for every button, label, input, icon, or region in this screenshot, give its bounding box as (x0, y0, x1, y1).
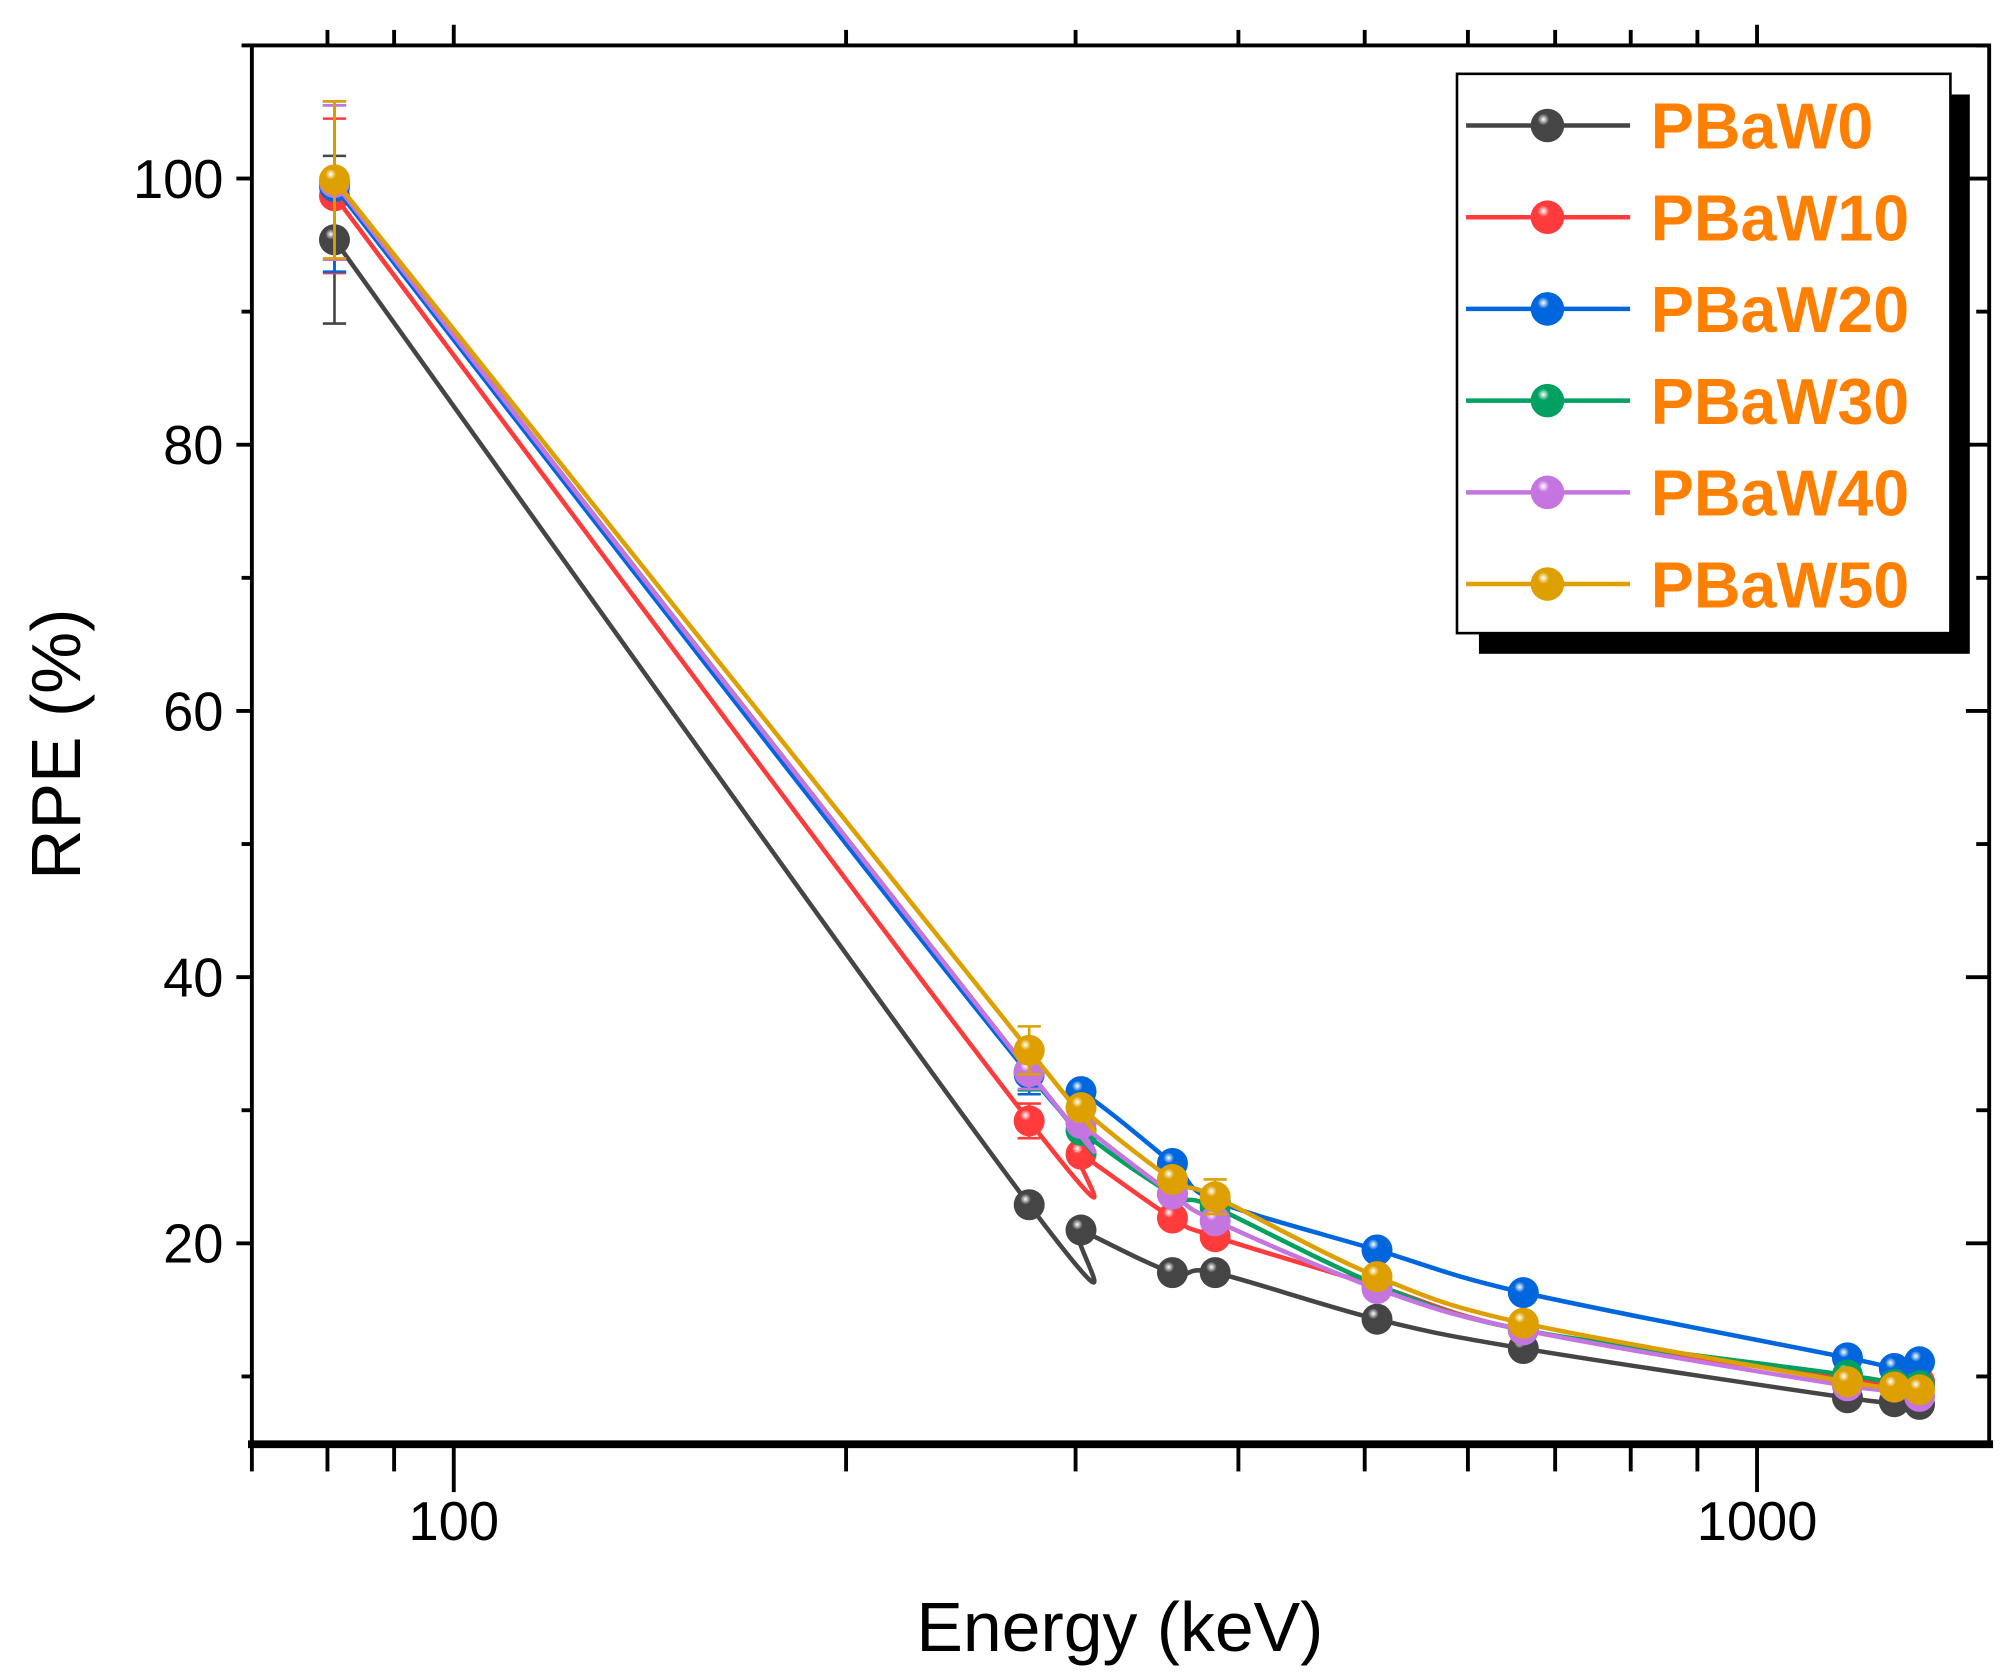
y-tick-label: 60 (163, 682, 223, 742)
y-tick-label: 100 (133, 150, 224, 210)
legend-label-PBaW50: PBaW50 (1651, 549, 1909, 621)
data-point-PBaW50 (1878, 1371, 1910, 1403)
y-tick-label: 40 (163, 949, 223, 1009)
data-point-PBaW50 (1199, 1181, 1231, 1213)
axes: 100 1000 20 40 60 80 100 (133, 24, 1994, 1552)
data-point-PBaW20 (1361, 1234, 1393, 1266)
data-point-PBaW0 (1156, 1257, 1188, 1289)
data-point-PBaW50 (1904, 1374, 1936, 1406)
x-tick-label: 1000 (1697, 1492, 1818, 1552)
y-axis-title: RPE (%) (17, 609, 95, 880)
data-point-PBaW10 (1013, 1105, 1045, 1137)
data-point-PBaW50 (1361, 1261, 1393, 1293)
legend-marker-PBaW30 (1530, 383, 1565, 418)
data-point-PBaW0 (1199, 1257, 1231, 1289)
data-point-PBaW50 (1065, 1092, 1097, 1124)
x-tick-label: 100 (408, 1492, 499, 1552)
series-line-PBaW0 (332, 238, 1920, 1407)
data-point-PBaW0 (1361, 1303, 1393, 1335)
x-axis-title: Energy (keV) (916, 1588, 1323, 1666)
y-tick-label: 80 (163, 416, 223, 476)
data-point-PBaW20 (1904, 1346, 1936, 1378)
legend-marker-PBaW10 (1530, 200, 1565, 234)
legend-label-PBaW30: PBaW30 (1651, 366, 1909, 438)
legend-marker-PBaW40 (1530, 475, 1565, 510)
series-line-PBaW50 (332, 178, 1920, 1393)
legend: PBaW0 PBaW10 PBaW20 PBaW30 PBaW40 PBaW50 (1455, 72, 1970, 654)
data-point-PBaW50 (318, 164, 350, 196)
legend-box (1455, 72, 1952, 635)
legend-label-PBaW0: PBaW0 (1651, 91, 1874, 163)
data-point-PBaW0 (1065, 1214, 1097, 1246)
y-tick-label: 20 (163, 1215, 223, 1275)
data-point-PBaW10 (1156, 1202, 1188, 1234)
legend-marker-PBaW0 (1530, 108, 1565, 143)
plot-area (318, 100, 1936, 1420)
data-point-PBaW50 (1831, 1366, 1863, 1398)
data-point-PBaW50 (1507, 1307, 1539, 1339)
data-point-PBaW20 (1507, 1277, 1539, 1309)
legend-label-PBaW40: PBaW40 (1651, 458, 1909, 530)
series-line-PBaW40 (332, 181, 1921, 1399)
legend-label-PBaW20: PBaW20 (1651, 274, 1909, 346)
data-point-PBaW50 (1013, 1034, 1045, 1066)
data-point-PBaW50 (1156, 1163, 1188, 1195)
data-point-PBaW0 (1013, 1189, 1045, 1221)
legend-marker-PBaW50 (1530, 567, 1565, 601)
legend-label-PBaW10: PBaW10 (1651, 182, 1909, 254)
legend-marker-PBaW20 (1530, 292, 1565, 326)
